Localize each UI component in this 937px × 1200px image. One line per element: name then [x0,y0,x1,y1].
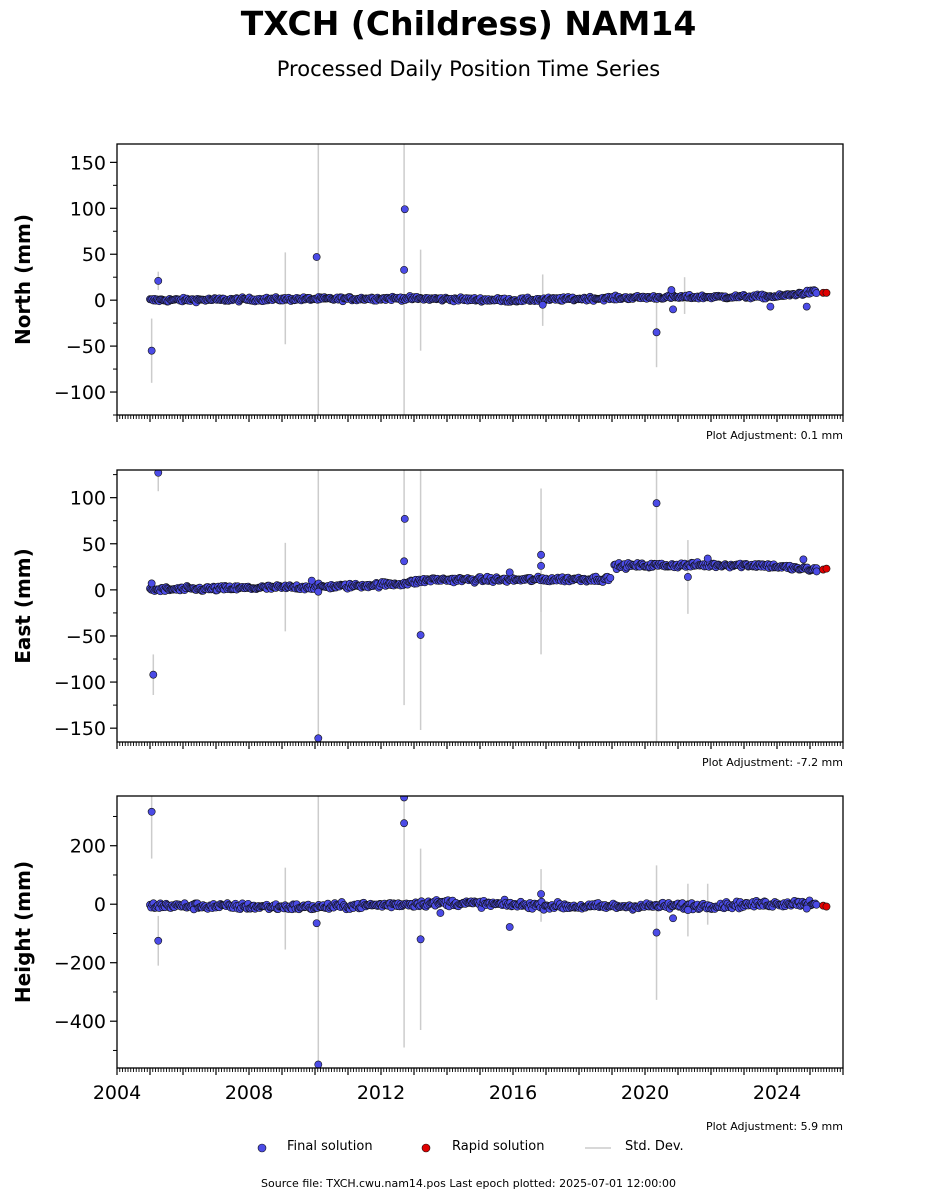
final-point-outlier [147,807,156,816]
legend-rapid-label: Rapid solution [452,1139,545,1154]
y-tick-label: 200 [70,836,106,858]
final-point-outlier [538,300,547,309]
final-point-outlier [416,935,425,944]
final-point [812,900,821,909]
final-point-outlier [537,550,545,559]
y-tick-label: −100 [54,382,106,404]
y-tick-label: −150 [54,718,106,740]
x-tick-label: 2020 [621,1082,669,1104]
final-point-outlier [766,302,775,311]
legend-rapid-marker [421,1143,431,1153]
rapid-point [822,902,831,911]
final-point-outlier [652,328,661,337]
final-point-outlier [314,734,323,742]
x-tick-label: 2016 [489,1082,537,1104]
final-point-outlier [149,670,158,679]
final-point-outlier [147,579,156,588]
final-point-outlier [537,890,545,898]
y-tick-label: −100 [54,672,106,694]
plot-frame [116,795,844,1069]
y-tick-label: −400 [54,1011,106,1033]
final-point-outlier [684,906,692,914]
final-point-outlier [652,499,661,508]
plot-adjustment: Plot Adjustment: 5.9 mm [706,1120,843,1133]
final-point-outlier [312,919,321,928]
final-point-outlier [400,796,408,802]
final-point-outlier [154,276,163,285]
y-axis-label: North (mm) [11,214,35,345]
final-point-outlier [703,554,712,563]
final-point-outlier [812,567,821,576]
final-point-outlier [147,346,156,355]
final-point-outlier [416,631,425,639]
legend-final-label: Final solution [287,1139,373,1154]
plot-frame [116,143,844,416]
x-tick-label: 2004 [93,1082,141,1104]
plot-frame [116,469,844,743]
final-point-outlier [669,914,677,923]
y-axis-label: East (mm) [11,548,35,664]
y-tick-label: −200 [54,953,106,975]
legend-std-label: Std. Dev. [625,1139,684,1154]
legend-final-marker [257,1143,267,1153]
final-point-outlier [799,555,808,564]
page-subtitle: Processed Daily Position Time Series [276,57,661,81]
y-tick-label: 0 [94,894,106,916]
final-point-outlier [684,573,692,581]
y-tick-label: 0 [94,290,106,312]
final-point-outlier [400,514,409,523]
final-point-outlier [154,936,163,945]
final-point [812,289,821,298]
final-point-outlier [667,286,676,294]
plot-area-2 [146,796,831,1068]
y-tick-label: 50 [82,244,106,266]
final-point-outlier [312,253,321,261]
final-point-outlier [802,302,811,311]
plot-adjustment: Plot Adjustment: 0.1 mm [706,429,843,442]
final-point-outlier [400,265,408,274]
legend-std-marker [585,1147,611,1149]
rapid-point [822,288,831,297]
footer-source: Source file: TXCH.cwu.nam14.pos Last epo… [261,1177,676,1190]
final-point-outlier [307,576,316,585]
y-tick-label: 150 [70,152,106,174]
final-point-outlier [436,909,445,917]
y-tick-label: −50 [66,336,106,358]
y-tick-label: 100 [70,198,106,220]
y-tick-label: 50 [82,534,106,556]
y-tick-label: −50 [66,626,106,648]
final-point-outlier [400,205,409,214]
final-point-outlier [505,568,514,577]
final-point-outlier [669,305,677,314]
page-title: TXCH (Childress) NAM14 [240,4,697,43]
final-point-outlier [400,819,408,828]
plot-area-1 [146,470,831,742]
final-point-outlier [314,587,323,596]
plot-area-0 [146,144,831,415]
final-point-outlier [505,923,514,931]
final-point-outlier [802,904,811,913]
final-point-outlier [400,557,408,566]
x-tick-label: 2008 [225,1082,273,1104]
final-point-outlier [314,1060,323,1068]
y-tick-label: 100 [70,488,106,510]
y-axis-label: Height (mm) [11,861,35,1003]
rapid-point [822,564,831,573]
final-point-outlier [652,928,661,937]
final-point-outlier [606,573,615,582]
plot-adjustment: Plot Adjustment: -7.2 mm [702,756,843,769]
final-point-outlier [154,470,163,477]
x-tick-label: 2024 [753,1082,801,1104]
x-tick-label: 2012 [357,1082,405,1104]
final-point-outlier [537,561,545,570]
y-tick-label: 0 [94,580,106,602]
